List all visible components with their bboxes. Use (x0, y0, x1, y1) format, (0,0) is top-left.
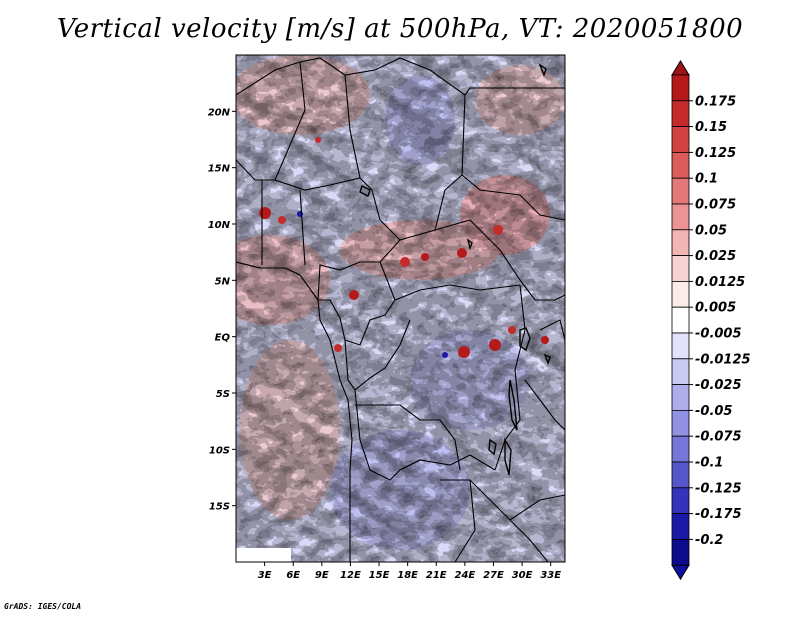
x-tick-label: 33E (540, 570, 561, 581)
y-tick-label: 5S (216, 389, 230, 400)
colorbar-swatch (671, 461, 690, 489)
colorbar-top-arrow (671, 60, 690, 76)
x-tick-label: 15E (369, 570, 390, 581)
colorbar-swatch (671, 203, 690, 231)
map-frame (235, 54, 566, 563)
colorbar-label: 0.005 (695, 301, 736, 316)
colorbar-swatch (671, 74, 690, 102)
x-axis: 3E 6E 9E 12E 15E 18E 21E 24E 27E 30E 33E (258, 562, 561, 581)
colorbar-bottom-arrow (671, 564, 690, 581)
colorbar-label: -0.125 (695, 481, 742, 496)
colorbar-label: -0.005 (695, 327, 742, 342)
colorbar-swatch (671, 229, 690, 257)
colorbar-label: -0.175 (695, 507, 742, 522)
colorbar-swatch (671, 409, 690, 437)
x-tick-label: 3E (258, 570, 272, 581)
vertical-velocity-field (236, 55, 565, 562)
y-tick-label: 15N (208, 164, 231, 175)
colorbar-swatch (671, 539, 690, 566)
colorbar-label: 0.15 (695, 120, 727, 135)
colorbar-label: -0.05 (695, 404, 732, 419)
colorbar-label: -0.025 (695, 378, 742, 393)
y-axis: 20N 15N 10N 5N EQ 5S 10S 15S (208, 107, 236, 513)
colorbar-label: -0.075 (695, 430, 742, 445)
colorbar-swatch (671, 306, 690, 334)
lakes (359, 63, 551, 476)
x-tick-label: 21E (426, 570, 447, 581)
colorbar-label: 0.075 (695, 198, 736, 213)
colorbar-label: 0.0125 (695, 275, 745, 290)
y-tick-label: EQ (215, 333, 231, 344)
y-tick-label: 10S (209, 445, 230, 456)
colorbar-label: -0.2 (695, 533, 723, 548)
x-tick-label: 27E (483, 570, 504, 581)
country-borders (236, 57, 565, 562)
colorbar-swatch (671, 280, 690, 308)
colorbar-label: 0.125 (695, 146, 736, 161)
colorbar-swatch (671, 100, 690, 128)
y-tick-label: 10N (208, 220, 231, 231)
x-tick-label: 6E (286, 570, 300, 581)
colorbar-swatch (671, 384, 690, 411)
colorbar-label: 0.175 (695, 94, 736, 109)
colorbar-swatch (671, 487, 690, 514)
grads-credit: GrADS: IGES/COLA (4, 602, 82, 611)
colorbar-swatch (671, 255, 690, 282)
colorbar-label: 0.025 (695, 249, 736, 264)
chart-title: Vertical velocity [m/s] at 500hPa, VT: 2… (56, 14, 744, 44)
colorbar-swatch (671, 435, 690, 463)
colorbar-swatch (671, 513, 690, 540)
colorbar-swatch (671, 151, 690, 179)
colorbar-legend: 0.175 0.15 0.125 0.1 0.075 0.05 0.025 0.0125 0.0… (671, 60, 751, 581)
x-tick-label: 30E (512, 570, 533, 581)
y-tick-label: 5N (215, 276, 231, 287)
colorbar-label: -0.1 (695, 456, 723, 471)
colorbar-swatch (671, 177, 690, 205)
y-tick-label: 15S (209, 502, 230, 513)
y-tick-label: 20N (208, 107, 231, 118)
x-tick-label: 24E (454, 570, 475, 581)
x-tick-label: 9E (315, 570, 329, 581)
colorbar-swatch (671, 126, 690, 153)
x-tick-label: 18E (397, 570, 418, 581)
colorbar-swatch (671, 358, 690, 385)
colorbar-label: -0.0125 (695, 352, 751, 367)
colorbar-swatch (671, 332, 690, 360)
colorbar-label: 0.05 (695, 223, 727, 238)
x-tick-label: 12E (340, 570, 361, 581)
colorbar-label: 0.1 (695, 172, 718, 187)
